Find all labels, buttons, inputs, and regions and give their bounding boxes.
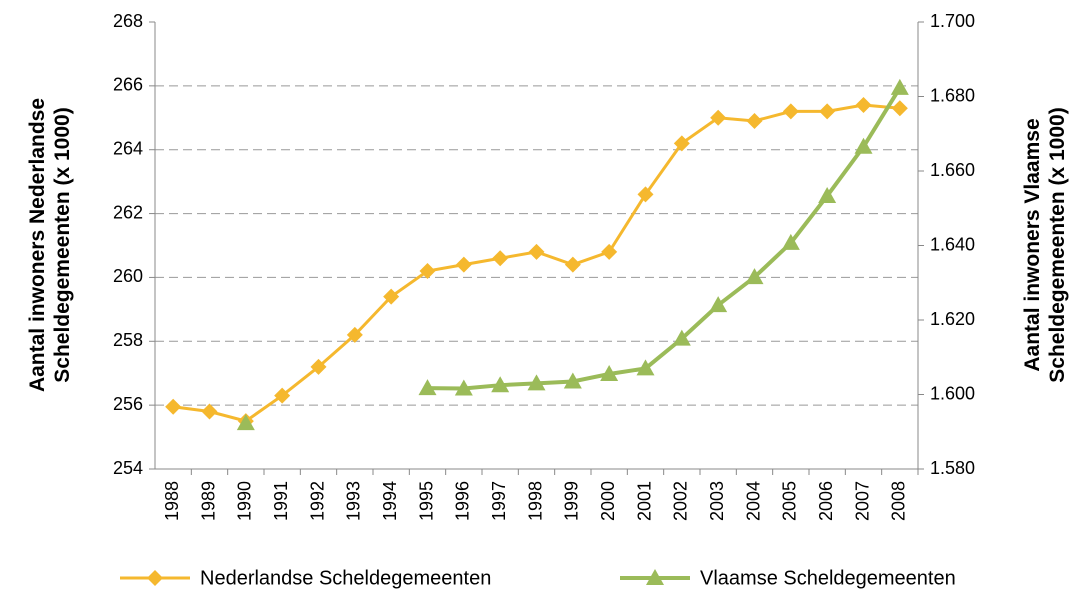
marker: [564, 256, 581, 273]
series-line: [172, 103, 900, 423]
x-tick-label: 2002: [671, 481, 691, 521]
y-tick-label: 254: [113, 458, 143, 478]
marker: [418, 379, 437, 396]
marker: [601, 243, 618, 260]
marker: [745, 268, 764, 285]
y-tick-label: 256: [113, 394, 143, 414]
y2-tick-label: 1.580: [930, 458, 975, 478]
x-tick-label: 1997: [489, 481, 509, 521]
x-tick-label: 1998: [525, 481, 545, 521]
y-tick-label: 258: [113, 330, 143, 350]
y-tick-label: 264: [113, 138, 143, 158]
x-tick-label: 1990: [235, 481, 255, 521]
x-tick-label: 1999: [562, 481, 582, 521]
marker: [165, 398, 182, 415]
legend-marker: [646, 569, 664, 585]
legend-label: Vlaamse Scheldegemeenten: [700, 567, 956, 589]
legend-label: Nederlandse Scheldegemeenten: [200, 567, 491, 589]
marker: [818, 186, 837, 203]
marker: [781, 233, 800, 250]
marker: [454, 379, 473, 396]
marker: [527, 374, 546, 391]
x-tick-label: 1989: [198, 481, 218, 521]
y-axis-title: Aantal inwoners Nederlandse Scheldegemee…: [26, 97, 74, 393]
x-tick-label: 2005: [780, 481, 800, 521]
y2-tick-label: 1.640: [930, 234, 975, 254]
x-tick-label: 2000: [598, 481, 618, 521]
marker: [890, 78, 909, 95]
y2-tick-label: 1.600: [930, 383, 975, 403]
x-tick-label: 2008: [889, 481, 909, 521]
x-tick-label: 2001: [634, 481, 654, 521]
y2-tick-label: 1.680: [930, 85, 975, 105]
marker: [455, 256, 472, 273]
x-tick-label: 1991: [271, 481, 291, 521]
marker: [310, 358, 327, 375]
y2-tick-label: 1.660: [930, 160, 975, 180]
marker: [782, 103, 799, 120]
marker: [709, 296, 728, 313]
marker: [274, 387, 291, 404]
marker: [528, 243, 545, 260]
marker: [419, 263, 436, 280]
marker: [492, 250, 509, 267]
y-tick-label: 260: [113, 266, 143, 286]
x-tick-label: 2004: [743, 481, 763, 521]
marker: [346, 326, 363, 343]
y2-axis-title: Aantal inwoners Vlaamse Scheldegemeenten…: [1021, 107, 1069, 383]
y-tick-label: 266: [113, 75, 143, 95]
legend-marker: [147, 570, 163, 586]
y-tick-label: 262: [113, 202, 143, 222]
x-tick-label: 1988: [162, 481, 182, 521]
x-tick-label: 2003: [707, 481, 727, 521]
marker: [383, 288, 400, 305]
marker: [746, 112, 763, 129]
x-tick-label: 1993: [344, 481, 364, 521]
y2-tick-label: 1.700: [930, 11, 975, 31]
marker: [891, 100, 908, 117]
y-tick-label: 268: [113, 11, 143, 31]
x-tick-label: 1992: [307, 481, 327, 521]
y2-tick-label: 1.620: [930, 309, 975, 329]
marker: [491, 376, 510, 393]
marker: [236, 414, 255, 431]
marker: [673, 135, 690, 152]
marker: [637, 186, 654, 203]
x-tick-label: 1996: [453, 481, 473, 521]
marker: [201, 403, 218, 420]
marker: [855, 97, 872, 114]
x-tick-label: 1994: [380, 481, 400, 521]
x-tick-label: 2007: [852, 481, 872, 521]
marker: [600, 365, 619, 382]
x-tick-label: 2006: [816, 481, 836, 521]
marker: [672, 329, 691, 346]
series-line: [427, 86, 902, 391]
marker: [710, 109, 727, 126]
marker: [854, 137, 873, 154]
x-tick-label: 1995: [416, 481, 436, 521]
marker: [563, 372, 582, 389]
marker: [819, 103, 836, 120]
marker: [636, 359, 655, 376]
